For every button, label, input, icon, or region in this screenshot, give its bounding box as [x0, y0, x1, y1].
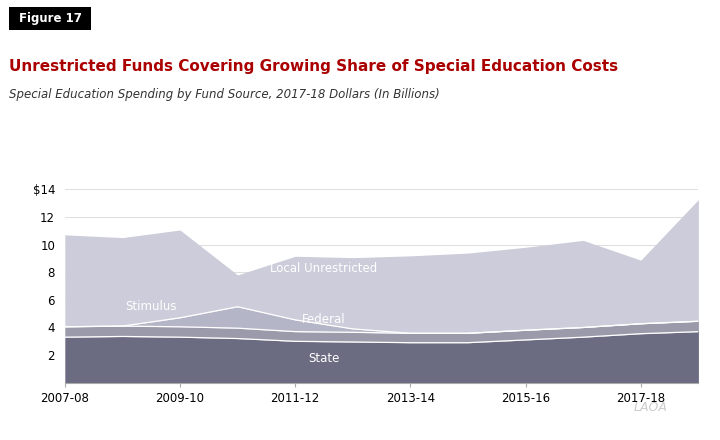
Text: Figure 17: Figure 17 — [19, 12, 81, 25]
Text: Unrestricted Funds Covering Growing Share of Special Education Costs: Unrestricted Funds Covering Growing Shar… — [9, 59, 618, 74]
Text: Local Unrestricted: Local Unrestricted — [271, 261, 377, 275]
Text: Federal: Federal — [302, 313, 346, 326]
Text: Special Education Spending by Fund Source, 2017-18 Dollars (In Billions): Special Education Spending by Fund Sourc… — [9, 88, 439, 101]
Text: LAOA: LAOA — [634, 400, 667, 414]
Text: State: State — [308, 352, 340, 365]
FancyBboxPatch shape — [9, 7, 91, 30]
Text: Stimulus: Stimulus — [125, 300, 177, 312]
